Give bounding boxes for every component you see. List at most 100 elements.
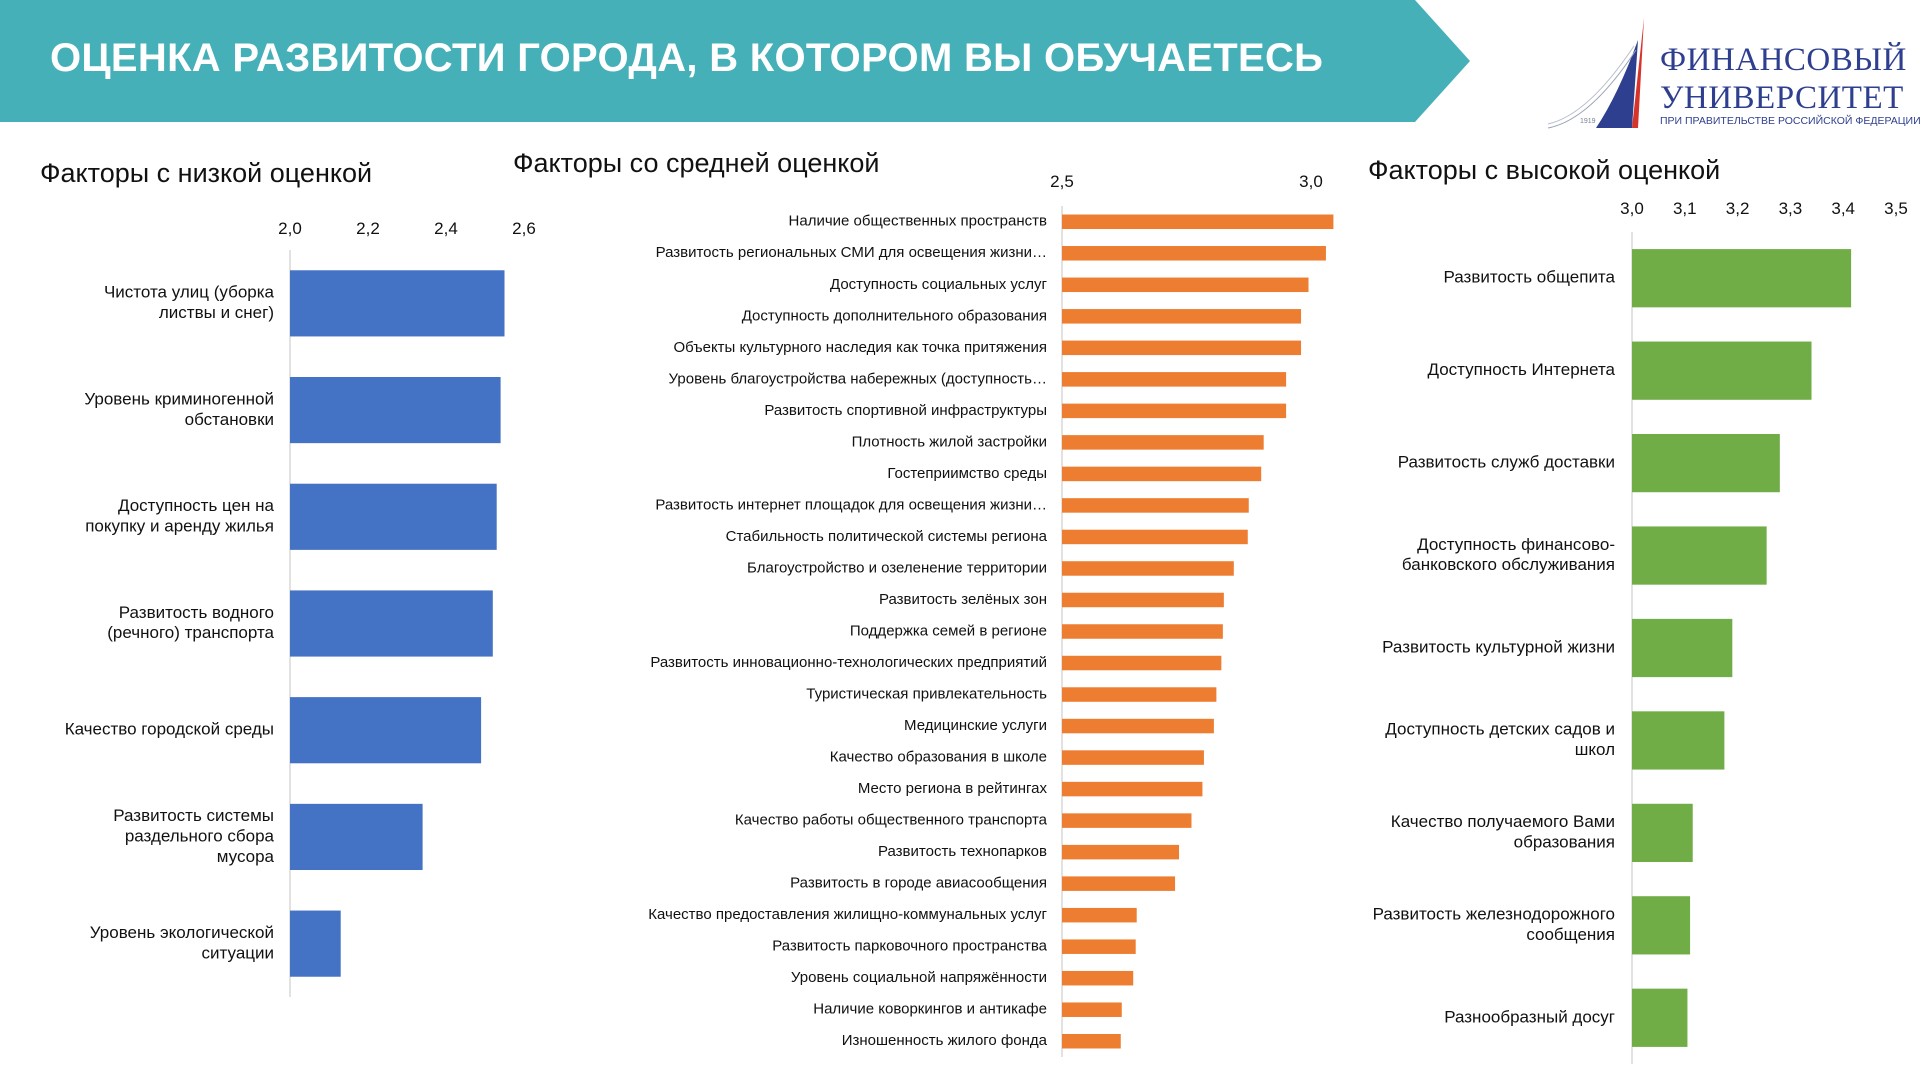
mid-rating-chart: 2,5 3,0 Наличие общественных пространств Ра… — [648, 172, 1334, 1057]
mid-category-label: Качество предоставления жилищно-коммунал… — [648, 906, 1047, 923]
high-category-label-line: школ — [1575, 740, 1615, 759]
low-category-label-line: Качество городской среды — [65, 720, 274, 739]
mid-tick-label: 3,0 — [1299, 172, 1323, 191]
high-bar — [1632, 618, 1733, 678]
mid-category-label-line: Развитость региональных СМИ для освещени… — [656, 244, 1047, 261]
high-tick-label: 3,4 — [1831, 199, 1855, 218]
mid-category-label-line: Уровень благоустройства набережных (дост… — [669, 370, 1047, 387]
low-category-label: Чистота улиц (уборка листвы и снег) — [104, 283, 275, 322]
low-category-label-line: ситуации — [202, 943, 274, 962]
low-category-label-line: мусора — [217, 847, 275, 866]
high-category-label-line: Доступность финансово- — [1417, 535, 1615, 554]
low-category-label: Доступность цен на покупку и аренду жилья — [85, 496, 274, 535]
mid-category-label: Уровень благоустройства набережных (дост… — [669, 370, 1047, 387]
high-tick-label: 3,3 — [1779, 199, 1803, 218]
high-category-label-line: Доступность Интернета — [1428, 360, 1616, 379]
mid-bar — [1062, 498, 1249, 513]
mid-category-label: Стабильность политической системы регион… — [726, 528, 1048, 545]
mid-category-label: Развитость технопарков — [878, 843, 1047, 860]
low-category-label-line: Уровень экологической — [90, 923, 274, 942]
high-category-label: Доступность Интернета — [1428, 360, 1616, 379]
mid-category-label-line: Развитость парковочного пространства — [772, 938, 1047, 955]
mid-category-label: Поддержка семей в регионе — [850, 622, 1047, 639]
low-category-label-line: листвы и снег) — [159, 303, 274, 322]
mid-category-label: Наличие общественных пространств — [789, 213, 1048, 230]
mid-category-label-line: Стабильность политической системы регион… — [726, 528, 1048, 545]
high-bar — [1632, 341, 1812, 400]
low-bar — [290, 590, 493, 657]
high-category-label: Развитость общепита — [1444, 268, 1616, 287]
mid-bar — [1062, 687, 1217, 702]
mid-category-label: Развитость в городе авиасообщения — [790, 875, 1047, 892]
low-category-label-line: Доступность цен на — [118, 496, 275, 515]
mid-bar — [1062, 1033, 1121, 1049]
mid-bar — [1062, 309, 1302, 324]
high-chart-title: Факторы с высокой оценкой — [1368, 155, 1721, 185]
low-bar — [290, 697, 482, 764]
mid-category-label-line: Уровень социальной напряжённости — [791, 969, 1047, 986]
high-bar — [1632, 803, 1693, 863]
high-tick-label: 3,0 — [1620, 199, 1644, 218]
low-category-label-line: Чистота улиц (уборка — [104, 283, 275, 302]
mid-category-label: Уровень социальной напряжённости — [791, 969, 1047, 986]
high-category-label: Развитость железнодорожного сообщения — [1373, 905, 1615, 944]
low-category-label-line: раздельного сбора — [125, 826, 275, 845]
mid-category-label: Благоустройство и озеленение территории — [747, 559, 1047, 576]
mid-category-label: Туристическая привлекательность — [806, 686, 1047, 703]
low-bar — [290, 483, 497, 550]
mid-category-label: Место региона в рейтингах — [858, 780, 1048, 797]
mid-category-label-line: Качество образования в школе — [830, 749, 1047, 766]
mid-bar — [1062, 781, 1203, 797]
low-rating-chart: 2,0 2,2 2,4 2,6 Чистота улиц (уборка листвы и… — [65, 219, 536, 997]
mid-category-label-line: Развитость в городе авиасообщения — [790, 875, 1047, 892]
logo-year: 1919 — [1580, 118, 1596, 125]
mid-category-label-line: Туристическая привлекательность — [806, 686, 1047, 703]
logo-text-line3: ПРИ ПРАВИТЕЛЬСТВЕ РОССИЙСКОЙ ФЕДЕРАЦИИ — [1660, 115, 1920, 127]
low-bar — [290, 376, 501, 444]
high-tick-label: 3,5 — [1884, 199, 1908, 218]
mid-bar — [1062, 277, 1309, 293]
page-title: ОЦЕНКА РАЗВИТОСТИ ГОРОДА, В КОТОРОМ ВЫ О… — [50, 36, 1324, 80]
low-category-label-line: Развитость системы — [113, 806, 274, 825]
mid-bar — [1062, 214, 1334, 230]
low-category-label: Уровень экологической ситуации — [90, 923, 274, 962]
mid-bar — [1062, 655, 1222, 671]
high-category-label: Развитость служб доставки — [1398, 453, 1615, 472]
mid-category-label: Медицинские услуги — [904, 717, 1047, 734]
high-category-label-line: Качество получаемого Вами — [1391, 812, 1615, 831]
mid-bar — [1062, 561, 1234, 576]
low-tick-label: 2,6 — [512, 219, 536, 238]
mid-category-label: Развитость инновационно-технологических … — [650, 654, 1047, 671]
mid-category-label-line: Гостеприимство среды — [887, 465, 1047, 482]
low-bar — [290, 910, 341, 977]
high-category-label-line: Развитость общепита — [1444, 268, 1616, 287]
high-category-label: Разнообразный досуг — [1444, 1007, 1615, 1026]
mid-bar — [1062, 907, 1137, 923]
mid-bar — [1062, 403, 1287, 419]
high-category-label-line: образования — [1514, 833, 1615, 852]
mid-bar — [1062, 718, 1214, 734]
low-category-label-line: покупку и аренду жилья — [85, 516, 274, 535]
high-category-label: Доступность детских садов и школ — [1385, 720, 1615, 759]
mid-bar — [1062, 340, 1302, 356]
mid-bar — [1062, 372, 1287, 387]
low-category-label-line: Уровень криминогенной — [84, 389, 274, 408]
mid-category-label-line: Наличие общественных пространств — [789, 213, 1048, 230]
mid-category-label-line: Развитость технопарков — [878, 843, 1047, 860]
mid-category-label-line: Наличие коворкингов и антикафе — [813, 1001, 1047, 1018]
mid-category-label: Развитость спортивной инфраструктуры — [764, 402, 1047, 419]
logo-text-line2: УНИВЕРСИТЕТ — [1660, 80, 1904, 116]
mid-bar — [1062, 939, 1136, 954]
low-tick-label: 2,4 — [434, 219, 458, 238]
mid-category-label: Развитость интернет площадок для освещен… — [655, 496, 1047, 513]
low-category-label: Качество городской среды — [65, 720, 274, 739]
mid-tick-label: 2,5 — [1050, 172, 1074, 191]
mid-category-label: Плотность жилой застройки — [852, 433, 1047, 450]
low-category-label: Развитость системы раздельного сбора мусор… — [113, 806, 274, 866]
mid-category-label-line: Доступность социальных услуг — [830, 276, 1048, 293]
low-chart-title: Факторы с низкой оценкой — [40, 158, 373, 188]
mid-category-label: Объекты культурного наследия как точка п… — [673, 339, 1047, 356]
mid-bar — [1062, 466, 1262, 482]
mid-category-label-line: Развитость зелёных зон — [879, 591, 1047, 608]
